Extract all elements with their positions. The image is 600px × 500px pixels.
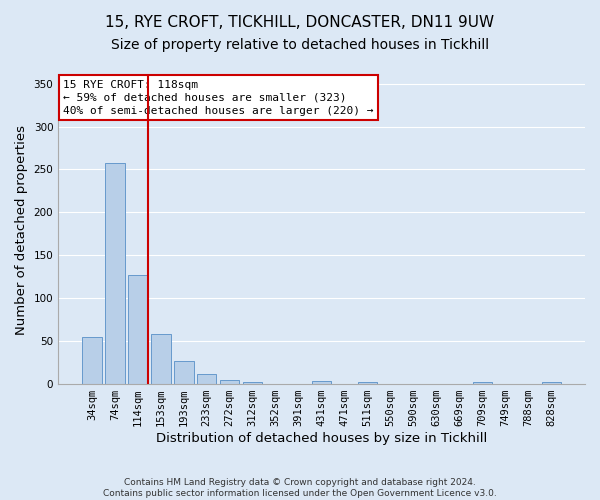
Text: 15, RYE CROFT, TICKHILL, DONCASTER, DN11 9UW: 15, RYE CROFT, TICKHILL, DONCASTER, DN11… xyxy=(106,15,494,30)
Bar xyxy=(128,275,148,384)
Bar xyxy=(243,382,262,384)
Bar xyxy=(312,380,331,384)
Bar xyxy=(105,164,125,384)
Bar xyxy=(473,382,492,384)
Bar xyxy=(358,382,377,384)
Bar xyxy=(220,380,239,384)
Bar xyxy=(542,382,561,384)
Bar xyxy=(174,361,194,384)
Bar xyxy=(82,337,101,384)
Text: Size of property relative to detached houses in Tickhill: Size of property relative to detached ho… xyxy=(111,38,489,52)
Text: Contains HM Land Registry data © Crown copyright and database right 2024.
Contai: Contains HM Land Registry data © Crown c… xyxy=(103,478,497,498)
X-axis label: Distribution of detached houses by size in Tickhill: Distribution of detached houses by size … xyxy=(156,432,487,445)
Text: 15 RYE CROFT: 118sqm
← 59% of detached houses are smaller (323)
40% of semi-deta: 15 RYE CROFT: 118sqm ← 59% of detached h… xyxy=(64,80,374,116)
Bar xyxy=(197,374,217,384)
Y-axis label: Number of detached properties: Number of detached properties xyxy=(15,124,28,334)
Bar xyxy=(151,334,170,384)
